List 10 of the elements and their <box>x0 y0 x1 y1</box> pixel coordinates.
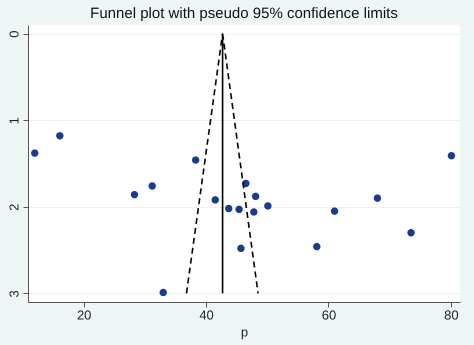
y-tick-label: 1 <box>6 117 22 124</box>
x-tick-label: 20 <box>76 308 92 322</box>
y-tick-label: 3 <box>6 290 22 298</box>
x-tick-label: 80 <box>444 308 459 322</box>
x-tick-label: 60 <box>322 308 336 322</box>
y-tick-label: 0 <box>6 30 22 38</box>
x-tick-label: 40 <box>199 308 214 322</box>
chart-title: Funnel plot with pseudo 95% confidence limits <box>90 5 398 22</box>
y-tick-label: 2 <box>6 204 22 211</box>
x-axis-title: p <box>240 324 248 340</box>
